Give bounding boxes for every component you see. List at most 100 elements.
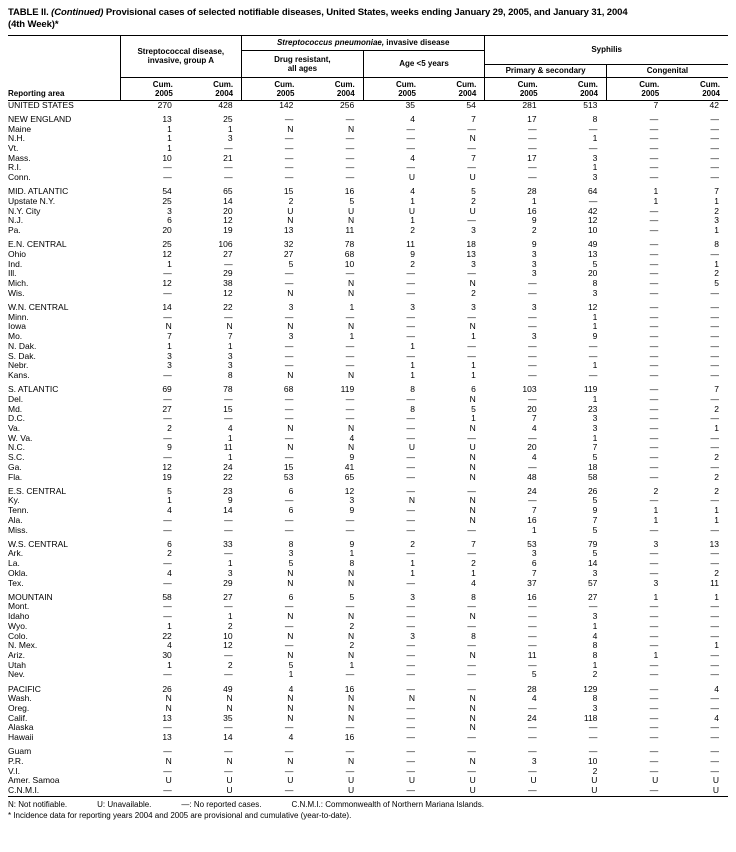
value-cell: — <box>649 162 659 173</box>
value-cell: — <box>649 384 659 395</box>
value-cell: N <box>348 442 355 453</box>
value-cell: 7 <box>471 113 476 124</box>
value-cell: — <box>710 321 720 332</box>
value-cell: — <box>649 765 659 776</box>
reporting-area-cell: Conn. <box>8 172 31 183</box>
value-cell: 23 <box>223 485 233 496</box>
value-cell: 2 <box>167 422 172 433</box>
value-cell: 3 <box>167 205 172 216</box>
value-cell: — <box>710 123 720 134</box>
footnote-legend: N: Not notifiable. U: Unavailable. —: No r… <box>8 800 728 811</box>
reporting-area-cell: D.C. <box>8 413 25 424</box>
table-row: UNITED STATES 270 428 142 256 35 54 281 513 7 42 <box>8 100 728 110</box>
value-cell: 4 <box>471 577 476 588</box>
value-cell: — <box>588 143 598 153</box>
reporting-area-cell: N. Mex. <box>8 640 38 651</box>
value-cell: 3 <box>592 422 598 433</box>
value-cell: — <box>710 302 720 313</box>
value-cell: 3 <box>531 268 537 279</box>
value-cell: — <box>649 123 659 134</box>
value-cell: — <box>588 350 598 361</box>
value-cell: — <box>406 311 415 322</box>
value-cell: 2 <box>349 640 355 651</box>
value-cell: — <box>467 620 476 631</box>
value-cell: U <box>530 775 537 786</box>
value-cell: 5 <box>288 558 294 569</box>
value-cell: 2 <box>592 669 598 680</box>
value-cell: 1 <box>471 331 476 342</box>
value-cell: — <box>588 732 598 743</box>
value-cell: — <box>528 620 537 631</box>
value-cell: 2 <box>714 452 719 463</box>
value-cell: 2 <box>471 558 476 569</box>
value-cell: 5 <box>288 659 294 670</box>
reporting-area-cell: MID. ATLANTIC <box>8 186 69 197</box>
value-cell: — <box>528 765 537 776</box>
value-cell: — <box>224 722 233 733</box>
value-cell: — <box>710 669 720 680</box>
value-cell: — <box>224 393 233 404</box>
value-cell: — <box>467 123 476 134</box>
value-cell: 1 <box>167 620 172 631</box>
value-cell: — <box>649 133 659 144</box>
reporting-area-cell: Ill. <box>8 268 17 279</box>
value-cell: 10 <box>344 258 355 269</box>
value-cell: 23 <box>587 403 598 414</box>
value-cell: 1 <box>592 360 598 371</box>
value-cell: 103 <box>522 384 537 395</box>
value-cell: 3 <box>227 350 233 361</box>
value-cell: U <box>348 205 355 216</box>
value-cell: — <box>588 196 598 207</box>
value-cell: 1 <box>410 567 415 578</box>
table-row: D.C. — — — — — 1 7 3 — — <box>8 414 728 424</box>
value-cell: 5 <box>288 258 294 269</box>
value-cell: — <box>406 471 415 482</box>
table-title-text: Provisional cases of selected notifiable… <box>105 7 628 18</box>
value-cell: 14 <box>162 302 172 313</box>
value-cell: — <box>649 693 659 704</box>
table-row: Maine 1 1 N N — — — — — — <box>8 123 728 135</box>
value-cell: N <box>408 693 415 704</box>
value-cell: — <box>710 133 720 144</box>
value-cell: U <box>469 205 476 216</box>
reporting-area-cell: Ohio <box>8 249 26 260</box>
value-cell: 2 <box>410 225 415 236</box>
value-cell: 9 <box>531 239 537 250</box>
value-cell: 35 <box>223 712 233 723</box>
value-cell: — <box>284 311 294 322</box>
cum-year-header: Cum. 2004 <box>180 77 242 101</box>
table-row: Ga. 12 24 15 41 — N — 18 — — <box>8 461 728 473</box>
notifiable-diseases-table: Reporting area Streptococcal disease, in… <box>8 34 728 797</box>
table-row: Ohio 12 27 27 68 9 13 3 13 — — <box>8 249 728 260</box>
value-cell: 1 <box>592 432 598 443</box>
value-cell: 27 <box>223 249 233 260</box>
table-row: Fla. 19 22 53 65 — N 48 58 — 2 <box>8 471 728 483</box>
value-cell: — <box>345 722 355 733</box>
value-cell: N <box>348 369 355 380</box>
reporting-area-cell: Utah <box>8 659 26 670</box>
value-cell: — <box>528 461 537 472</box>
value-cell: — <box>588 369 598 380</box>
reporting-area-cell: Md. <box>8 403 23 414</box>
value-cell: N <box>408 495 415 506</box>
value-cell: — <box>224 746 233 757</box>
value-cell: — <box>467 659 476 670</box>
reporting-area-cell: Alaska <box>8 722 34 733</box>
value-cell: 1 <box>227 558 233 569</box>
value-cell: N <box>469 452 476 463</box>
value-cell: 5 <box>592 258 598 269</box>
reporting-area-cell: Colo. <box>8 630 28 641</box>
value-cell: — <box>649 640 659 651</box>
table-row: Mich. 12 38 — N — N — 8 — 5 <box>8 278 728 289</box>
reporting-area-cell: P.R. <box>8 755 24 766</box>
value-cell: 119 <box>583 384 598 395</box>
table-row: Iowa N N N N — N — 1 — — <box>8 322 728 332</box>
value-cell: — <box>467 350 476 361</box>
value-cell: — <box>649 302 659 313</box>
cum-year-header: Cum. 2004 <box>545 77 607 101</box>
value-cell: — <box>163 311 172 322</box>
table-row: Md. 27 15 — — 8 5 20 23 — 2 <box>8 403 728 415</box>
reporting-area-cell: Nev. <box>8 669 25 680</box>
table-row: NEW ENGLAND 13 25 — — 4 7 17 8 — — <box>8 113 728 125</box>
reporting-area-cell: W.N. CENTRAL <box>8 302 69 313</box>
